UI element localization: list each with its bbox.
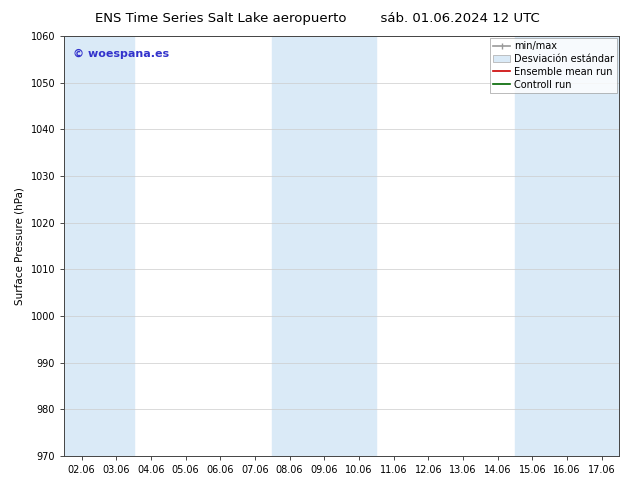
- Text: © woespana.es: © woespana.es: [72, 49, 169, 59]
- Bar: [272, 36, 376, 456]
- Bar: [515, 36, 619, 456]
- Y-axis label: Surface Pressure (hPa): Surface Pressure (hPa): [15, 187, 25, 305]
- Bar: [64, 36, 134, 456]
- Legend: min/max, Desviación estándar, Ensemble mean run, Controll run: min/max, Desviación estándar, Ensemble m…: [490, 38, 617, 93]
- Text: ENS Time Series Salt Lake aeropuerto        sáb. 01.06.2024 12 UTC: ENS Time Series Salt Lake aeropuerto sáb…: [94, 12, 540, 25]
